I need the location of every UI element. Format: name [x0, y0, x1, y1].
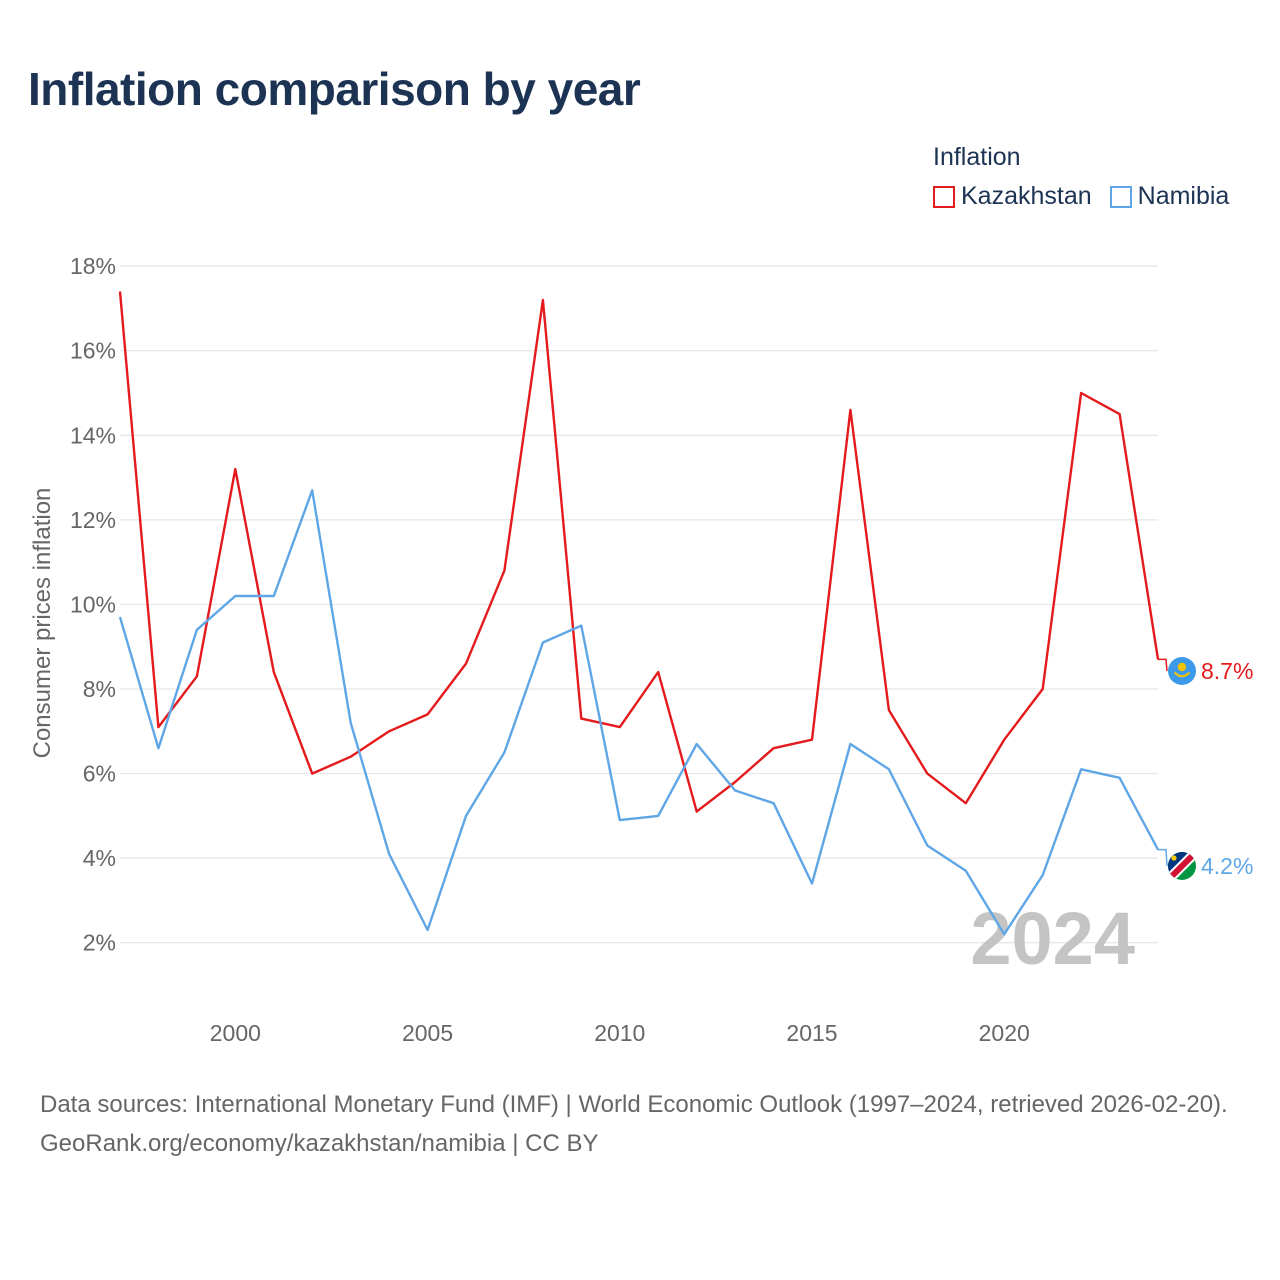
legend-title: Inflation [933, 143, 1021, 171]
x-tick-label: 2000 [210, 1020, 261, 1046]
y-tick-label: 12% [70, 507, 116, 533]
y-tick-label: 14% [70, 422, 116, 448]
x-tick-label: 2005 [402, 1020, 453, 1046]
series-line-namibia[interactable] [118, 489, 1160, 936]
inflation-line-chart: 2024 2% 4% 6% 8% 10% 12% 14% 16% 18% 2000 2005 2010… [29, 253, 1253, 1046]
x-tick-label: 2015 [786, 1020, 837, 1046]
kazakhstan-flag-icon [1168, 657, 1196, 685]
series-line-kazakhstan[interactable] [118, 291, 1160, 813]
end-connector-kazakhstan [1158, 658, 1168, 672]
footer: Data sources: International Monetary Fun… [40, 1085, 1250, 1163]
y-tick-label: 18% [70, 253, 116, 279]
data-sources: Data sources: International Monetary Fun… [40, 1091, 1228, 1118]
y-tick-label: 2% [83, 930, 116, 956]
x-tick-label: 2020 [979, 1020, 1030, 1046]
y-tick-label: 8% [83, 676, 116, 702]
namibia-flag-icon [1168, 852, 1196, 880]
end-label-namibia: 4.2% [1201, 853, 1253, 879]
y-tick-label: 6% [83, 761, 116, 787]
end-connector-namibia [1158, 848, 1168, 867]
end-label-kazakhstan: 8.7% [1201, 658, 1253, 684]
chart-title: Inflation comparison by year [28, 63, 641, 115]
legend-item-namibia[interactable]: Namibia [1109, 182, 1230, 211]
y-tick-label: 16% [70, 338, 116, 364]
legend-item-kazakhstan[interactable]: Kazakhstan [933, 182, 1092, 211]
y-axis-title: Consumer prices inflation [29, 488, 56, 759]
x-tick-label: 2010 [594, 1020, 645, 1046]
credit-link[interactable]: GeoRank.org/economy/kazakhstan/namibia |… [40, 1130, 599, 1157]
y-tick-label: 4% [83, 845, 116, 871]
legend: Inflation Kazakhstan Namibia [933, 143, 1229, 211]
legend-swatch-kazakhstan [933, 185, 955, 208]
year-watermark: 2024 [970, 897, 1135, 980]
legend-label-kazakhstan: Kazakhstan [961, 182, 1092, 210]
legend-swatch-namibia [1109, 185, 1132, 208]
y-tick-label: 10% [70, 591, 116, 617]
legend-label-namibia: Namibia [1137, 182, 1230, 210]
